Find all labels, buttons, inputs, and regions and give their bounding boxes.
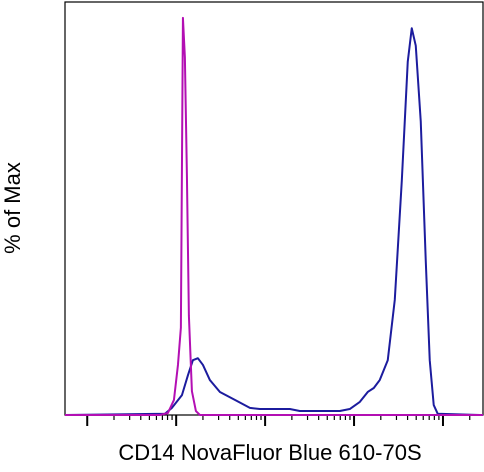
y-axis-label: % of Max xyxy=(0,162,25,254)
histogram-curve xyxy=(64,27,480,416)
histogram-curve xyxy=(65,16,483,416)
x-axis-label: CD14 NovaFluor Blue 610-70S xyxy=(118,440,421,465)
plot-frame xyxy=(64,1,484,416)
